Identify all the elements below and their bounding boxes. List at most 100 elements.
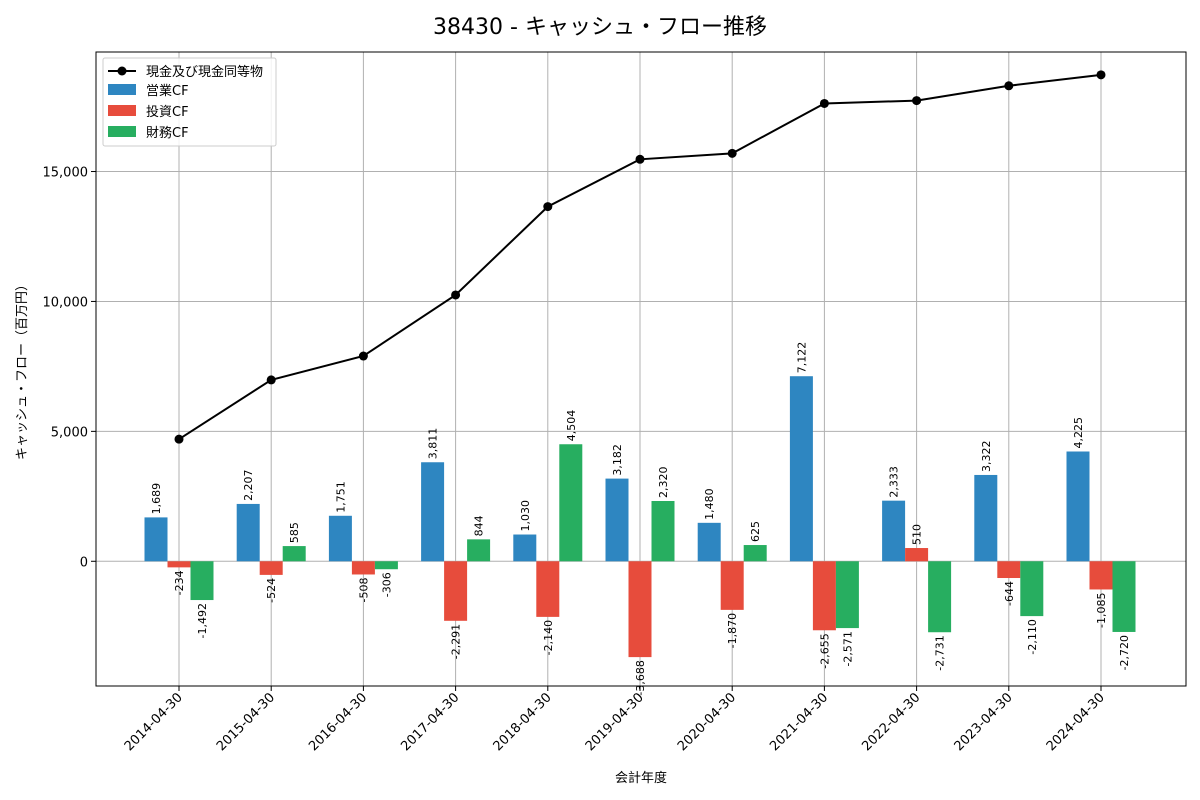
- bar: [144, 517, 168, 562]
- bar-value-label: 585: [288, 522, 301, 543]
- x-tick-label: 2018-04-30: [491, 690, 555, 754]
- legend-label-cash: 現金及び現金同等物: [146, 64, 263, 80]
- cash-point: [1096, 70, 1106, 80]
- x-tick-label: 2017-04-30: [398, 690, 462, 754]
- bar: [1089, 561, 1113, 590]
- bars: [144, 376, 1136, 658]
- bar-value-label: 625: [749, 521, 762, 542]
- bar: [812, 561, 836, 631]
- bar-value-label: -2,720: [1118, 635, 1131, 670]
- bar: [928, 561, 952, 633]
- bar-value-label: 4,225: [1072, 417, 1085, 449]
- bar-value-label: -1,492: [196, 603, 209, 638]
- cash-point: [174, 434, 184, 444]
- bar-value-label: -508: [357, 577, 370, 602]
- bar-value-label: 3,182: [611, 444, 624, 476]
- bar-value-label: -306: [380, 572, 393, 597]
- bar-value-label: 1,689: [150, 483, 163, 515]
- bar-value-label: -234: [173, 570, 186, 595]
- legend-swatch-operating: [108, 84, 136, 95]
- bar-value-label: 1,480: [703, 488, 716, 520]
- bar: [720, 561, 744, 610]
- legend-swatch-investing: [108, 105, 136, 116]
- bar: [697, 522, 721, 562]
- y-tick-label: 10,000: [43, 295, 89, 310]
- cash-line: [174, 70, 1106, 444]
- y-tick-label: 0: [80, 555, 88, 570]
- bar-value-label: 1,030: [519, 500, 532, 532]
- bar-value-label: -2,571: [841, 631, 854, 666]
- bar-value-label: 2,320: [657, 466, 670, 498]
- bar: [374, 561, 398, 570]
- y-axis-label: キャッシュ・フロー（百万円）: [15, 278, 30, 460]
- bar: [259, 561, 283, 575]
- bar: [905, 548, 929, 562]
- bar: [605, 478, 629, 562]
- x-tick-label: 2022-04-30: [859, 690, 923, 754]
- bar: [513, 534, 537, 562]
- bar: [997, 561, 1021, 579]
- chart-title: 38430 - キャッシュ・フロー推移: [433, 15, 767, 40]
- data-labels: 1,689 2,207 1,751 3,811 1,030 3,182 1,480 7,122…: [150, 342, 1131, 696]
- bar: [651, 500, 675, 562]
- bar-value-label: 844: [473, 515, 486, 536]
- bar-value-label: 7,122: [795, 342, 808, 374]
- y-tick-label: 15,000: [43, 166, 89, 181]
- bar: [328, 515, 352, 562]
- bar-value-label: 4,504: [565, 410, 578, 442]
- x-tick-label: 2014-04-30: [122, 690, 186, 754]
- legend: 現金及び現金同等物 営業CF 投資CF 財務CF: [102, 57, 277, 147]
- cash-point: [358, 351, 368, 361]
- bar-value-label: 1,751: [334, 481, 347, 513]
- cash-point: [635, 154, 645, 164]
- bar-value-label: -2,110: [1026, 619, 1039, 654]
- bar-value-label: -1,085: [1095, 592, 1108, 627]
- bar-value-label: -3,688: [634, 660, 647, 695]
- bar-value-label: 3,322: [980, 440, 993, 472]
- bar-value-label: 2,207: [242, 469, 255, 501]
- bar-value-label: -644: [1003, 581, 1016, 606]
- bar-value-label: -1,870: [726, 613, 739, 648]
- x-tick-label: 2015-04-30: [214, 690, 278, 754]
- bar: [1112, 561, 1136, 632]
- cash-point: [451, 290, 461, 300]
- bar: [882, 500, 906, 562]
- x-tick-label: 2021-04-30: [767, 690, 831, 754]
- legend-label-financing: 財務CF: [146, 126, 189, 141]
- bar-value-label: -524: [265, 578, 278, 603]
- bar-value-label: -2,655: [818, 633, 831, 668]
- bar: [628, 561, 652, 658]
- plot-frame: [95, 51, 1187, 687]
- bar-value-label: 510: [911, 524, 924, 545]
- bar: [421, 462, 445, 562]
- bar-value-label: -2,731: [934, 635, 947, 670]
- bar: [282, 546, 306, 562]
- bar-value-label: 2,333: [888, 466, 901, 498]
- x-tick-label: 2019-04-30: [583, 690, 647, 754]
- bar: [559, 444, 583, 562]
- cash-point: [543, 202, 553, 212]
- x-tick-label: 2024-04-30: [1044, 690, 1108, 754]
- cash-point: [266, 375, 276, 385]
- bar: [743, 545, 767, 562]
- cash-point: [727, 148, 737, 158]
- x-tick-label: 2023-04-30: [952, 690, 1016, 754]
- bar-value-label: -2,291: [450, 624, 463, 659]
- bar: [236, 503, 260, 562]
- legend-label-investing: 投資CF: [146, 104, 189, 120]
- bar: [789, 376, 813, 562]
- bar: [536, 561, 560, 617]
- cash-point: [819, 98, 829, 108]
- bar: [1020, 561, 1044, 617]
- bar: [467, 539, 491, 562]
- bar: [351, 561, 375, 575]
- legend-line-marker: [117, 66, 127, 76]
- bar: [167, 561, 191, 568]
- bar-value-label: 3,811: [427, 428, 440, 460]
- x-tick-label: 2020-04-30: [675, 690, 739, 754]
- bar: [190, 561, 214, 601]
- bar: [444, 561, 468, 621]
- cash-point: [912, 96, 922, 106]
- bar: [835, 561, 859, 629]
